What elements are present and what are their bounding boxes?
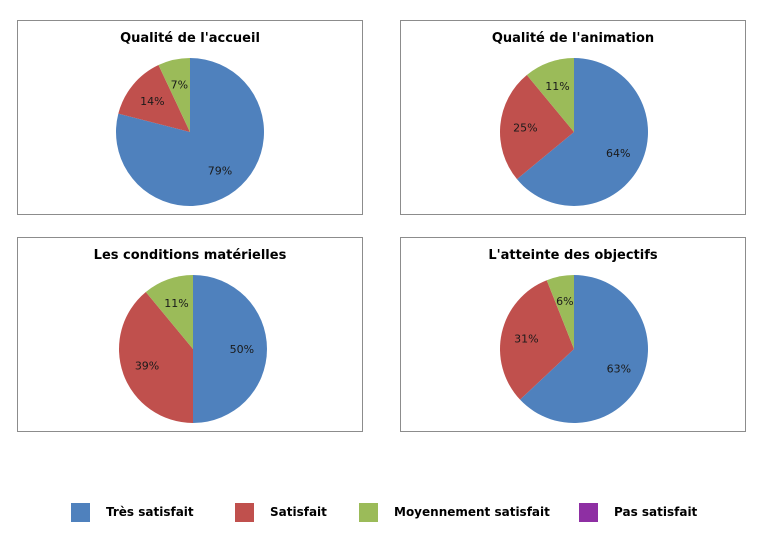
- slice-label: 50%: [230, 343, 254, 356]
- legend-label: Satisfait: [270, 505, 327, 519]
- legend-label: Moyennement satisfait: [394, 505, 550, 519]
- legend-swatch: [71, 502, 90, 522]
- chart-panel-animation: Qualité de l'animation 64% 25% 11%: [400, 20, 746, 215]
- slice-label: 11%: [545, 80, 569, 93]
- legend-item-tres-satisfait: Très satisfait: [71, 498, 194, 526]
- legend-swatch: [579, 502, 598, 522]
- chart-panel-conditions: Les conditions matérielles 50% 39% 11%: [17, 237, 363, 432]
- slice-label: 11%: [164, 297, 188, 310]
- slice-moyennement-satisfait: [546, 275, 574, 349]
- legend-swatch: [235, 502, 254, 522]
- chart-legend: Très satisfait Satisfait Moyennement sat…: [0, 498, 769, 526]
- slice-tres-satisfait: [193, 275, 267, 423]
- legend-item-pas-satisfait: Pas satisfait: [579, 498, 697, 526]
- slice-moyennement-satisfait: [145, 275, 193, 349]
- slice-label: 64%: [606, 147, 630, 160]
- legend-item-moyennement-satisfait: Moyennement satisfait: [359, 498, 550, 526]
- pie-chart-animation: 64% 25% 11%: [500, 58, 648, 207]
- slice-label: 39%: [135, 360, 159, 373]
- legend-label: Pas satisfait: [614, 505, 698, 519]
- slice-satisfait: [500, 74, 574, 180]
- slice-satisfait: [119, 291, 193, 423]
- slice-label: 7%: [171, 78, 188, 91]
- slice-label: 6%: [556, 295, 573, 308]
- legend-swatch: [359, 502, 378, 522]
- chart-panel-objectifs: L'atteinte des objectifs 63% 31% 6%: [400, 237, 746, 432]
- pie-chart-accueil: 79% 14% 7%: [116, 58, 264, 206]
- slice-moyennement-satisfait: [158, 58, 190, 132]
- slice-label: 63%: [607, 362, 631, 375]
- pie-chart-objectifs: 63% 31% 6%: [500, 275, 648, 423]
- slice-label: 25%: [513, 121, 537, 134]
- legend-label: Très satisfait: [106, 505, 194, 519]
- slice-tres-satisfait: [516, 58, 648, 207]
- slice-satisfait: [500, 280, 574, 400]
- slice-moyennement-satisfait: [526, 58, 574, 132]
- pie-chart-conditions: 50% 39% 11%: [119, 275, 267, 423]
- chart-panel-accueil: Qualité de l'accueil 79% 14% 7%: [17, 20, 363, 215]
- chart-title: Les conditions matérielles: [93, 248, 287, 263]
- chart-title: Qualité de l'animation: [491, 31, 655, 46]
- legend-item-satisfait: Satisfait: [235, 498, 327, 526]
- chart-title: L'atteinte des objectifs: [488, 248, 658, 263]
- chart-title: Qualité de l'accueil: [120, 31, 260, 46]
- slice-label: 79%: [208, 165, 232, 178]
- slice-tres-satisfait: [520, 275, 648, 423]
- slice-label: 14%: [140, 95, 164, 108]
- slice-satisfait: [118, 65, 190, 132]
- slice-label: 31%: [514, 332, 538, 345]
